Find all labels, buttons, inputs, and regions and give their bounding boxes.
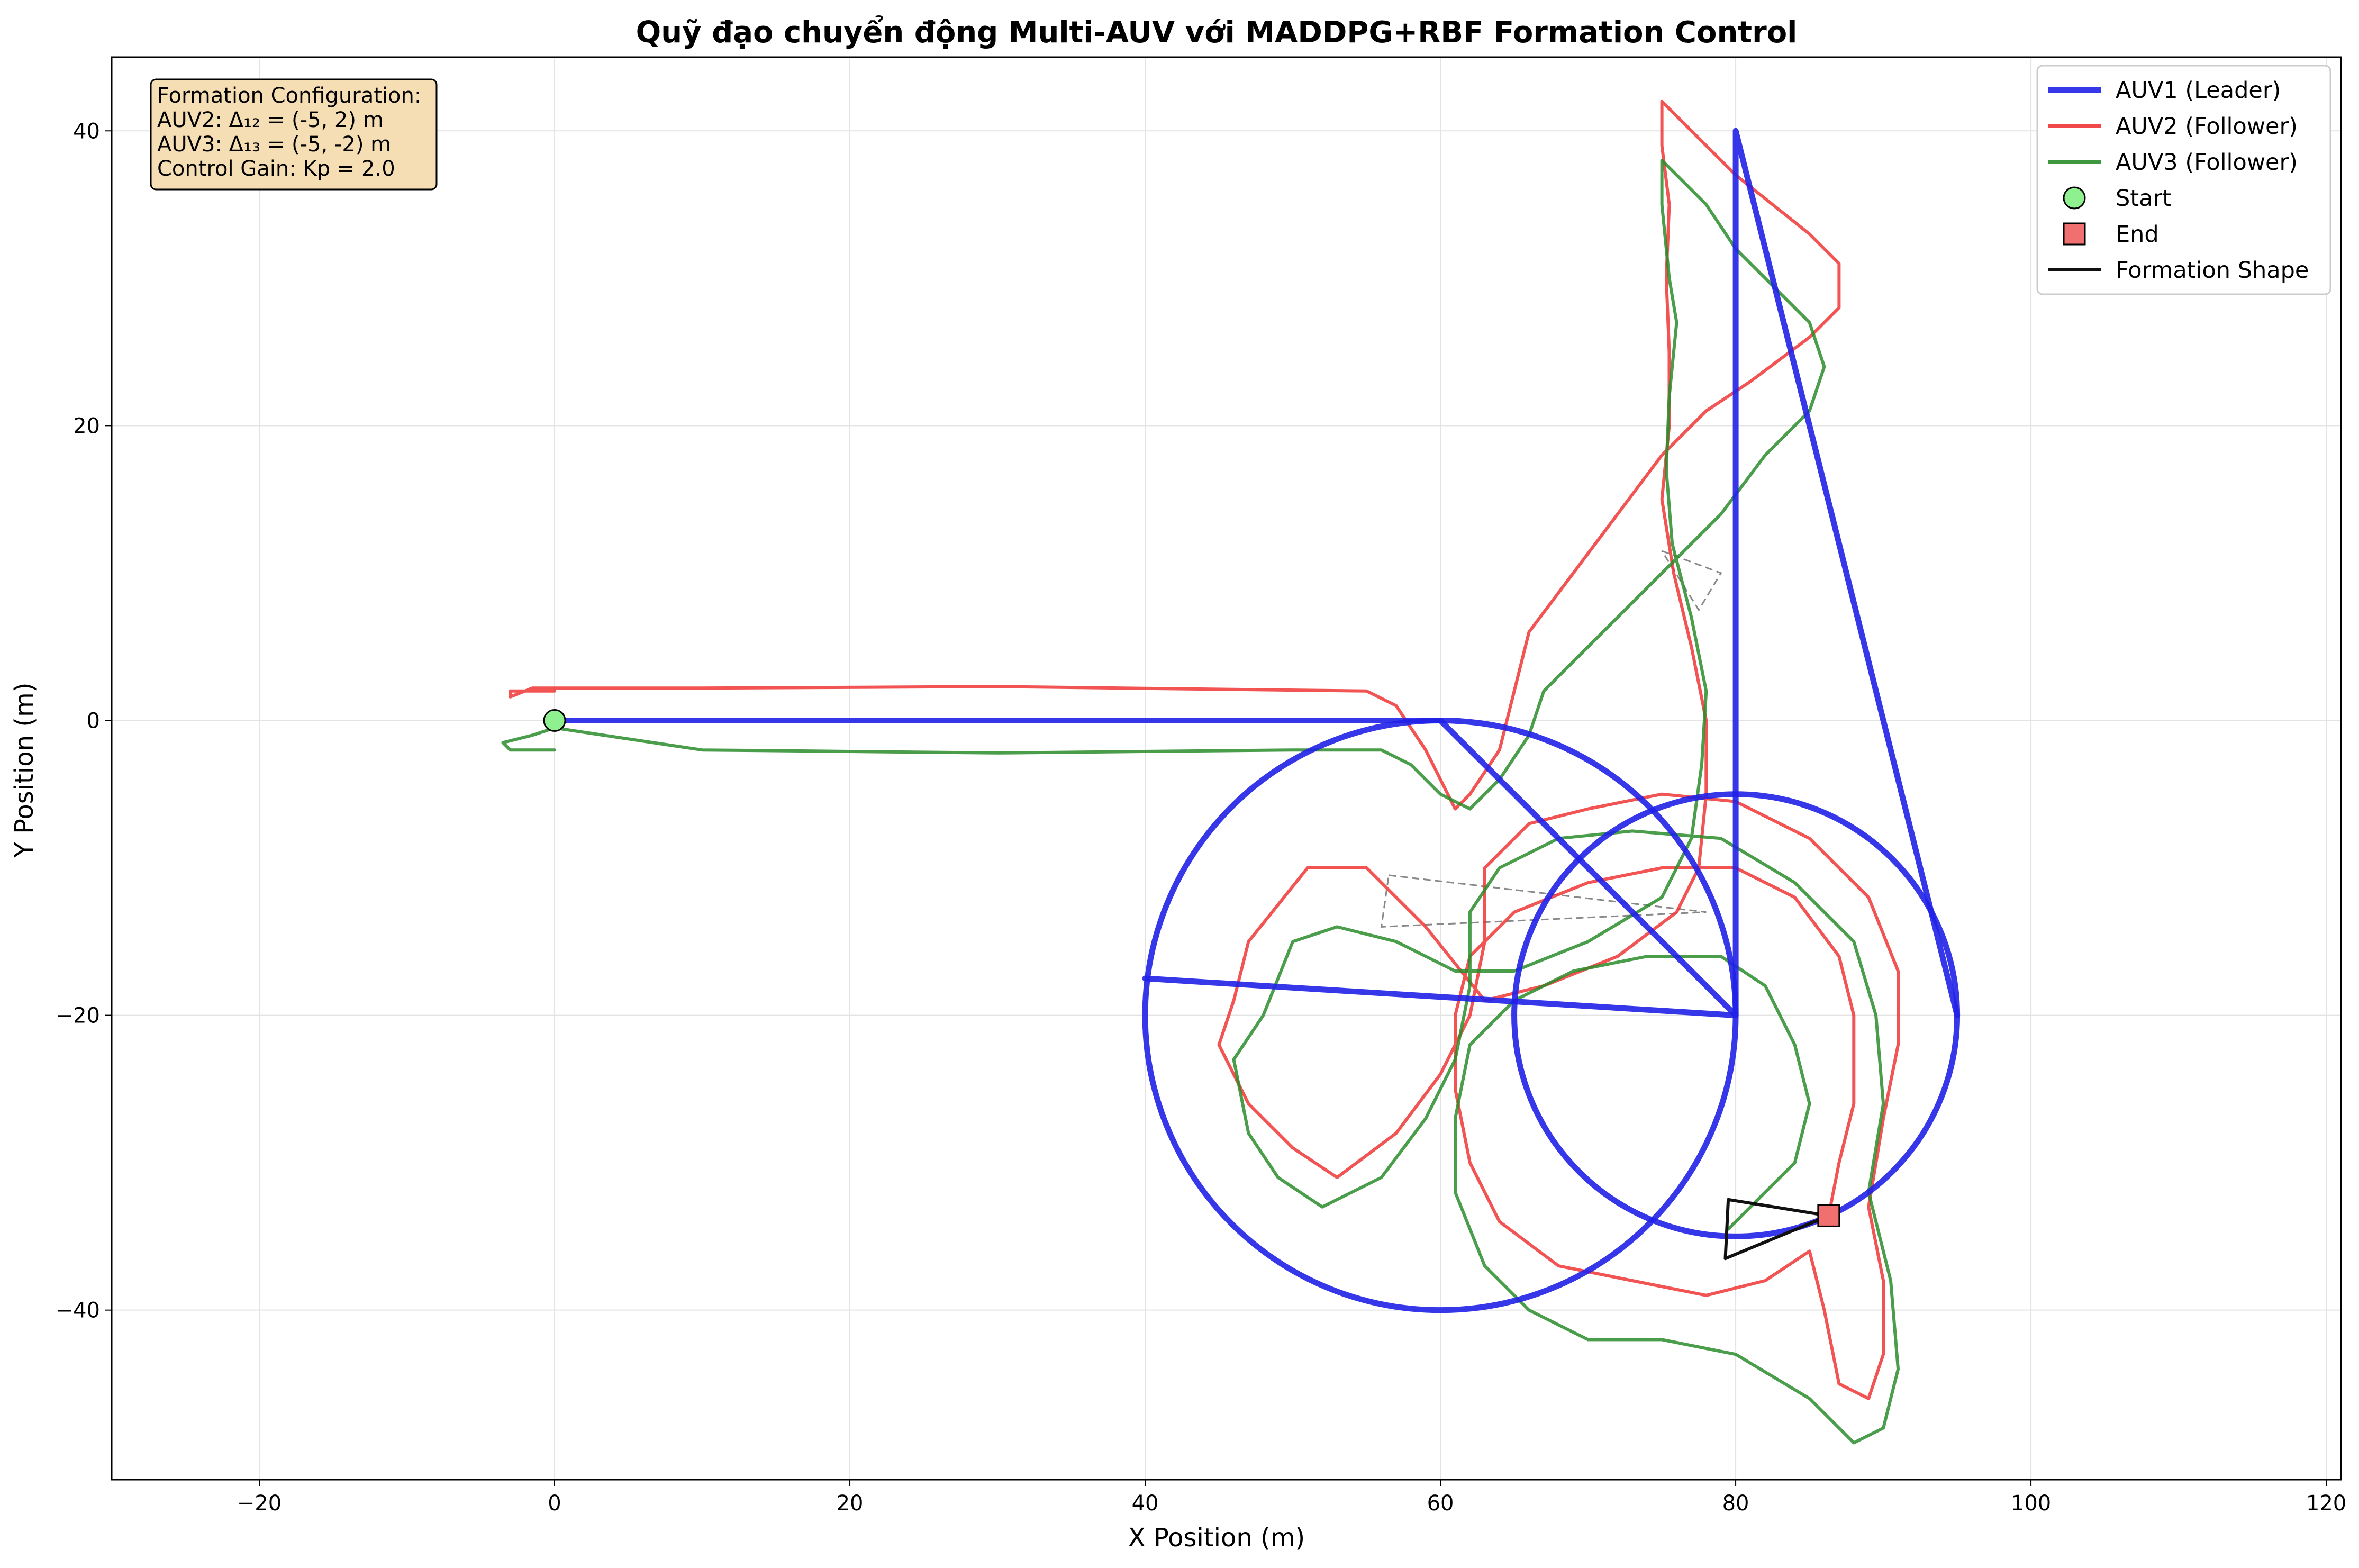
legend[interactable]: AUV1 (Leader) AUV2 (Follower) AUV3 (Follow… [2036, 65, 2331, 295]
legend-circle-swatch [2063, 186, 2086, 210]
auv1-trajectory-segment [1437, 128, 1961, 1019]
series-lines [501, 99, 1961, 1445]
x-tick-label: 60 [1427, 1491, 1454, 1516]
x-tick-label: 80 [1722, 1491, 1749, 1516]
x-axis-label: X Position (m) [1128, 1523, 1305, 1553]
y-axis-label: Y Position (m) [10, 683, 39, 858]
formation-snapshot [1380, 874, 1707, 928]
legend-label: AUV2 (Follower) [2116, 113, 2298, 140]
markers [543, 709, 1840, 1227]
chart-title: Quỹ đạo chuyển động Multi-AUV với MADDPG… [636, 15, 1798, 50]
auv3-trajectory [501, 159, 1900, 1445]
y-tick-label: −40 [56, 1299, 100, 1323]
info-box-background [150, 78, 438, 191]
x-tick-label: 0 [548, 1491, 561, 1516]
legend-label: End [2116, 221, 2159, 248]
end-marker [1817, 1204, 1840, 1227]
legend-label: AUV1 (Leader) [2116, 77, 2281, 104]
plot-frame [111, 56, 2342, 1481]
x-tick-label: 100 [2011, 1491, 2051, 1516]
legend-label: Formation Shape [2116, 257, 2309, 284]
info-box-line: Formation Configuration: [157, 84, 421, 108]
y-tick-label: −20 [56, 1004, 100, 1028]
info-box-line: Control Gain: Kp = 2.0 [157, 157, 395, 181]
legend-item[interactable]: Formation Shape [2048, 257, 2309, 284]
y-tick-label: 0 [87, 709, 100, 733]
x-tick-label: 20 [837, 1491, 864, 1516]
legend-item[interactable]: AUV3 (Follower) [2048, 149, 2298, 176]
legend-item[interactable]: AUV1 (Leader) [2048, 77, 2281, 104]
auv1-trajectory-segment [1142, 975, 1739, 1019]
y-tick-label: 20 [73, 414, 100, 438]
start-marker [543, 709, 566, 732]
x-tick-label: 40 [1132, 1491, 1159, 1516]
info-box-line: AUV3: Δ₁₃ = (-5, -2) m [157, 132, 391, 157]
formation-shape-triangle [1723, 1198, 1829, 1261]
auv2-trajectory [509, 99, 1900, 1400]
info-box: Formation Configuration:AUV2: Δ₁₂ = (-5,… [150, 78, 438, 191]
axis-ticks: −20 0 20 40 60 80 100 120 −40 −20 0 20 40 [56, 119, 2347, 1516]
legend-item[interactable]: Start [2063, 185, 2171, 212]
info-box-line: AUV2: Δ₁₂ = (-5, 2) m [157, 108, 384, 132]
x-tick-label: −20 [237, 1491, 282, 1516]
legend-square-swatch [2063, 222, 2086, 246]
legend-frame [2036, 65, 2331, 295]
y-tick-label: 40 [73, 119, 100, 143]
x-tick-label: 120 [2306, 1491, 2346, 1516]
legend-item[interactable]: AUV2 (Follower) [2048, 113, 2298, 140]
legend-item[interactable]: End [2063, 221, 2159, 248]
auv1-circle-path [1511, 791, 1961, 1239]
legend-label: Start [2116, 185, 2171, 212]
legend-label: AUV3 (Follower) [2116, 149, 2298, 176]
